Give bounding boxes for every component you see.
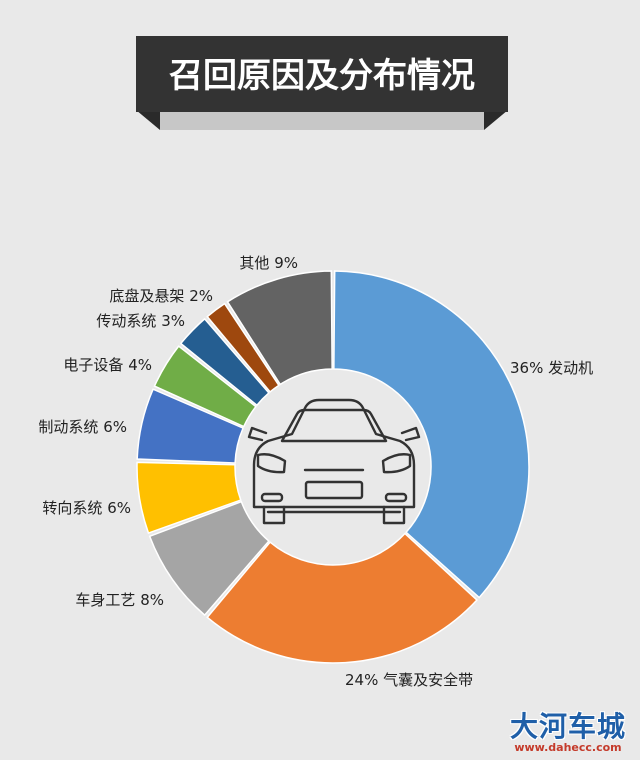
slice-label-8: 其他 9% <box>239 254 298 272</box>
slice-labels: 36% 发动机 24% 气囊及安全带 车身工艺 8% 转向系统 6% 制动系统 6% 电子… <box>38 254 593 689</box>
slice-label-1: 24% 气囊及安全带 <box>345 671 473 689</box>
slice-3 <box>136 461 242 535</box>
slice-7 <box>206 302 280 393</box>
watermark-logo: 大河车城 www.dahecc.com <box>510 712 626 754</box>
slice-label-5: 电子设备 4% <box>63 356 152 374</box>
slice-label-6: 传动系统 3% <box>96 312 185 330</box>
slice-4 <box>136 388 245 464</box>
slice-label-2: 车身工艺 8% <box>75 591 164 609</box>
slice-label-4: 制动系统 6% <box>38 418 127 436</box>
slice-0 <box>333 270 530 599</box>
watermark-title: 大河车城 <box>509 710 626 743</box>
slice-2 <box>148 500 270 617</box>
slice-label-3: 转向系统 6% <box>42 499 131 517</box>
car-icon <box>247 398 421 525</box>
donut-chart <box>136 270 530 664</box>
watermark-url: www.dahecc.com <box>514 741 622 754</box>
slice-5 <box>153 345 257 428</box>
chart-title: 召回原因及分布情况 <box>169 56 475 96</box>
slice-8 <box>226 270 333 386</box>
slice-6 <box>179 317 270 407</box>
title-banner: 召回原因及分布情况 <box>136 36 508 130</box>
slice-1 <box>206 532 478 664</box>
slice-label-7: 底盘及悬架 2% <box>109 287 213 305</box>
slice-label-0: 36% 发动机 <box>510 359 593 377</box>
